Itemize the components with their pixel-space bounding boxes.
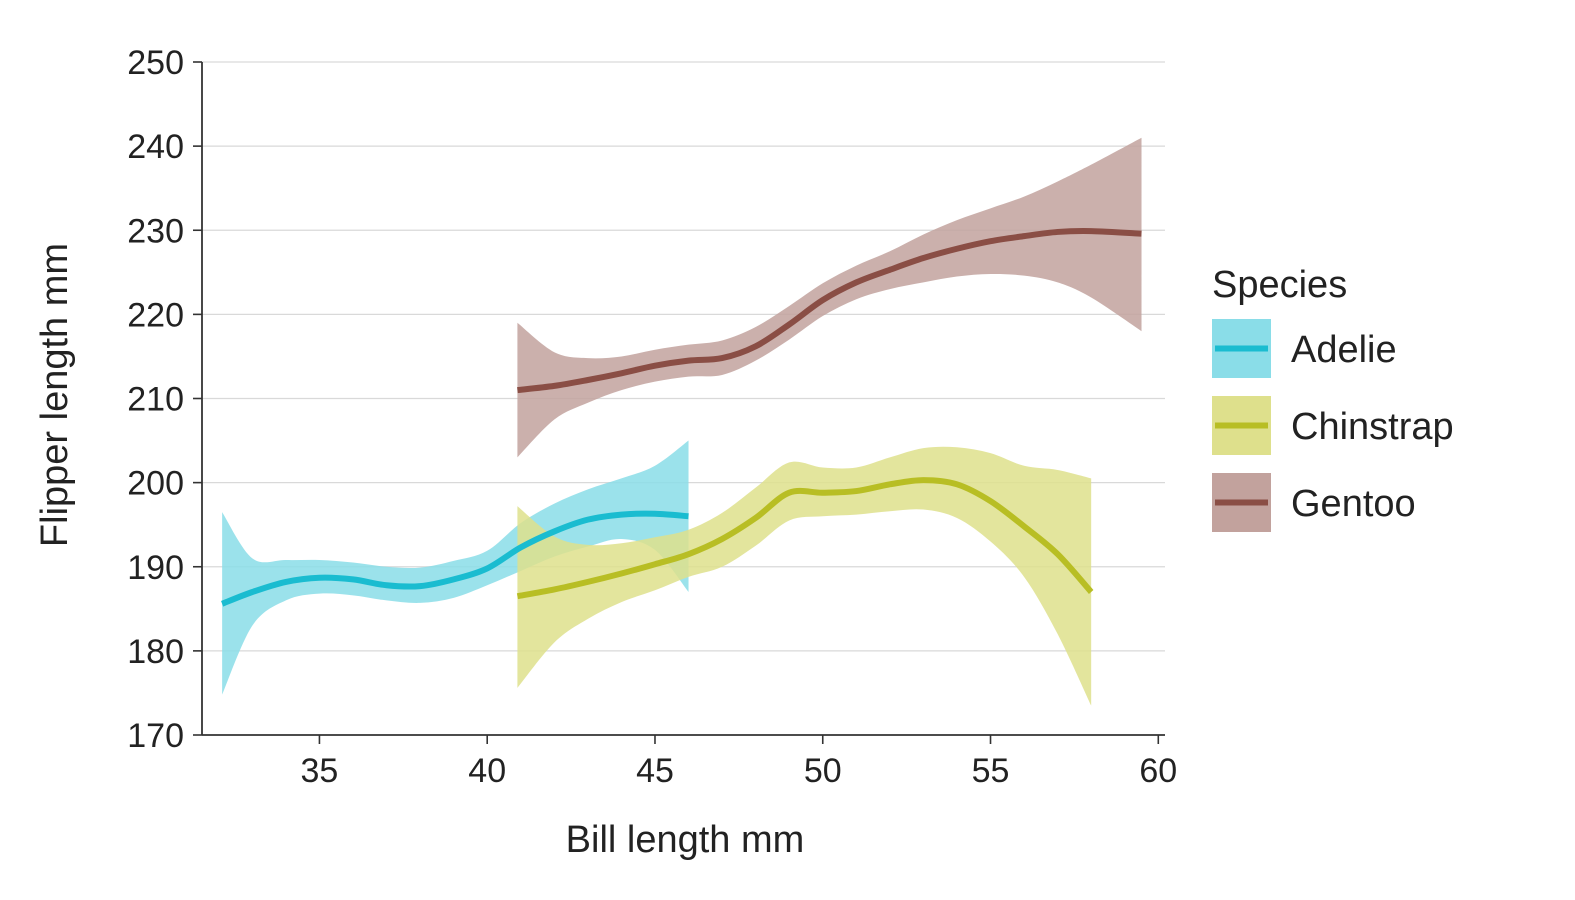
x-tick-label: 60: [1139, 752, 1177, 790]
band-chinstrap: [517, 446, 1092, 706]
x-tick-label: 50: [804, 752, 842, 790]
y-tick-label: 190: [127, 549, 184, 587]
legend-label-chinstrap: Chinstrap: [1291, 406, 1454, 448]
y-tick-label: 170: [127, 717, 184, 755]
x-tick-label: 35: [301, 752, 339, 790]
y-tick-label: 210: [127, 381, 184, 419]
line-gentoo: [517, 227, 1142, 394]
x-tick-label: 45: [636, 752, 674, 790]
legend-label-gentoo: Gentoo: [1291, 483, 1416, 525]
line-adelie: [221, 510, 689, 607]
y-tick-label: 220: [127, 296, 184, 334]
y-axis-title: Flipper length mm: [34, 243, 76, 547]
legend: Species Adelie Chinstrap Gentoo: [1212, 264, 1454, 532]
y-tick-label: 180: [127, 633, 184, 671]
y-tick-label: 240: [127, 128, 184, 166]
trend-lines: [221, 227, 1142, 607]
y-tick-label: 200: [127, 465, 184, 503]
y-tick-label: 230: [127, 212, 184, 250]
x-tick-label: 55: [972, 752, 1010, 790]
confidence-bands: [222, 137, 1142, 706]
band-adelie: [222, 440, 689, 695]
line-chinstrap: [516, 477, 1094, 600]
axes: 170 180 190 200 210 220 230 240 250 35 40 45 50 55 60: [127, 44, 1177, 790]
x-axis-title: Bill length mm: [566, 819, 805, 861]
legend-title: Species: [1212, 264, 1347, 306]
x-tick-label: 40: [468, 752, 506, 790]
legend-label-adelie: Adelie: [1291, 329, 1397, 371]
y-tick-label: 250: [127, 44, 184, 82]
